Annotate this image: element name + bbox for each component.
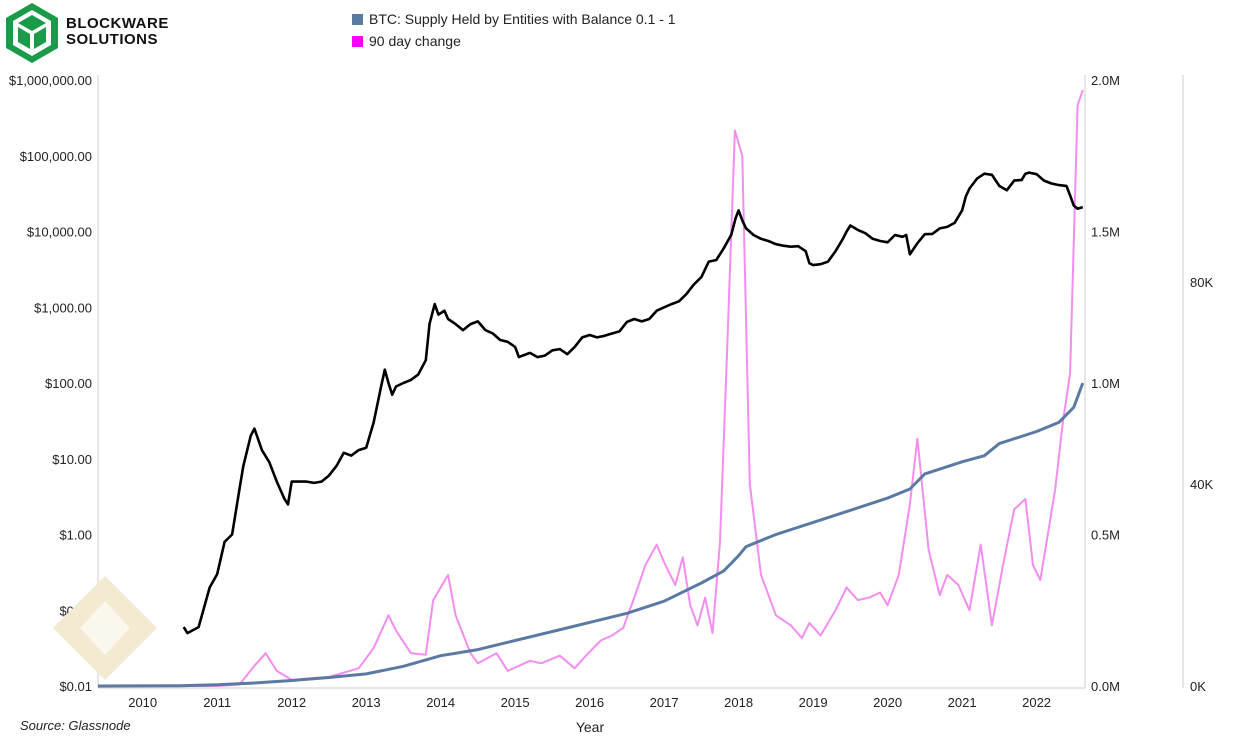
brand-logo: BLOCKWARE SOLUTIONS <box>4 2 168 66</box>
price-series-line <box>182 171 1084 635</box>
x-axis-label: Year <box>576 719 605 735</box>
legend: BTC: Supply Held by Entities with Balanc… <box>352 8 676 52</box>
y-left-tick-label: $10,000.00 <box>27 225 92 240</box>
y-left-tick-label: $10.00 <box>52 452 92 467</box>
x-tick-label: 2010 <box>128 695 157 710</box>
brand-line2: SOLUTIONS <box>66 31 159 48</box>
y-right1-tick-label: 1.0M <box>1091 376 1120 391</box>
source-caption: Source: Glassnode <box>20 718 131 733</box>
y-right2-tick-label: 40K <box>1190 477 1213 492</box>
x-tick-label: 2019 <box>799 695 828 710</box>
logo-icon <box>6 3 58 63</box>
legend-swatch-supply <box>352 13 363 25</box>
x-tick-label: 2021 <box>948 695 977 710</box>
y-left-tick-label: $100.00 <box>45 376 92 391</box>
x-tick-label: 2018 <box>724 695 753 710</box>
brand-line1: BLOCKWARE <box>66 15 169 32</box>
x-tick-label: 2011 <box>203 695 231 710</box>
y-left-tick-label: $1.00 <box>59 528 92 543</box>
x-tick-label: 2013 <box>352 695 381 710</box>
x-tick-label: 2017 <box>650 695 679 710</box>
legend-label-supply: BTC: Supply Held by Entities with Balanc… <box>369 11 676 27</box>
x-tick-label: 2012 <box>277 695 306 710</box>
y-left-tick-label: $1,000,000.00 <box>9 73 92 88</box>
x-tick-label: 2020 <box>873 695 902 710</box>
legend-item-supply: BTC: Supply Held by Entities with Balanc… <box>352 8 676 30</box>
change-series-line <box>98 89 1084 687</box>
x-tick-label: 2014 <box>426 695 455 710</box>
x-tick-label: 2015 <box>501 695 530 710</box>
legend-item-change: 90 day change <box>352 30 676 52</box>
legend-label-change: 90 day change <box>369 33 461 49</box>
y-right1-tick-label: 0.5M <box>1091 528 1120 543</box>
y-left-tick-label: $0.01 <box>59 679 92 694</box>
watermark-diamond <box>53 576 157 680</box>
x-tick-label: 2022 <box>1022 695 1051 710</box>
y-right1-tick-label: 0.0M <box>1091 679 1120 694</box>
legend-swatch-change <box>352 35 363 47</box>
y-right1-tick-label: 2.0M <box>1091 73 1120 88</box>
y-left-tick-label: $100,000.00 <box>20 149 92 164</box>
y-right1-tick-label: 1.5M <box>1091 225 1120 240</box>
y-right2-tick-label: 0K <box>1190 679 1206 694</box>
y-left-tick-label: $1,000.00 <box>34 300 92 315</box>
supply-series-line <box>97 382 1085 688</box>
y-right2-tick-label: 80K <box>1190 275 1213 290</box>
x-tick-label: 2016 <box>575 695 604 710</box>
